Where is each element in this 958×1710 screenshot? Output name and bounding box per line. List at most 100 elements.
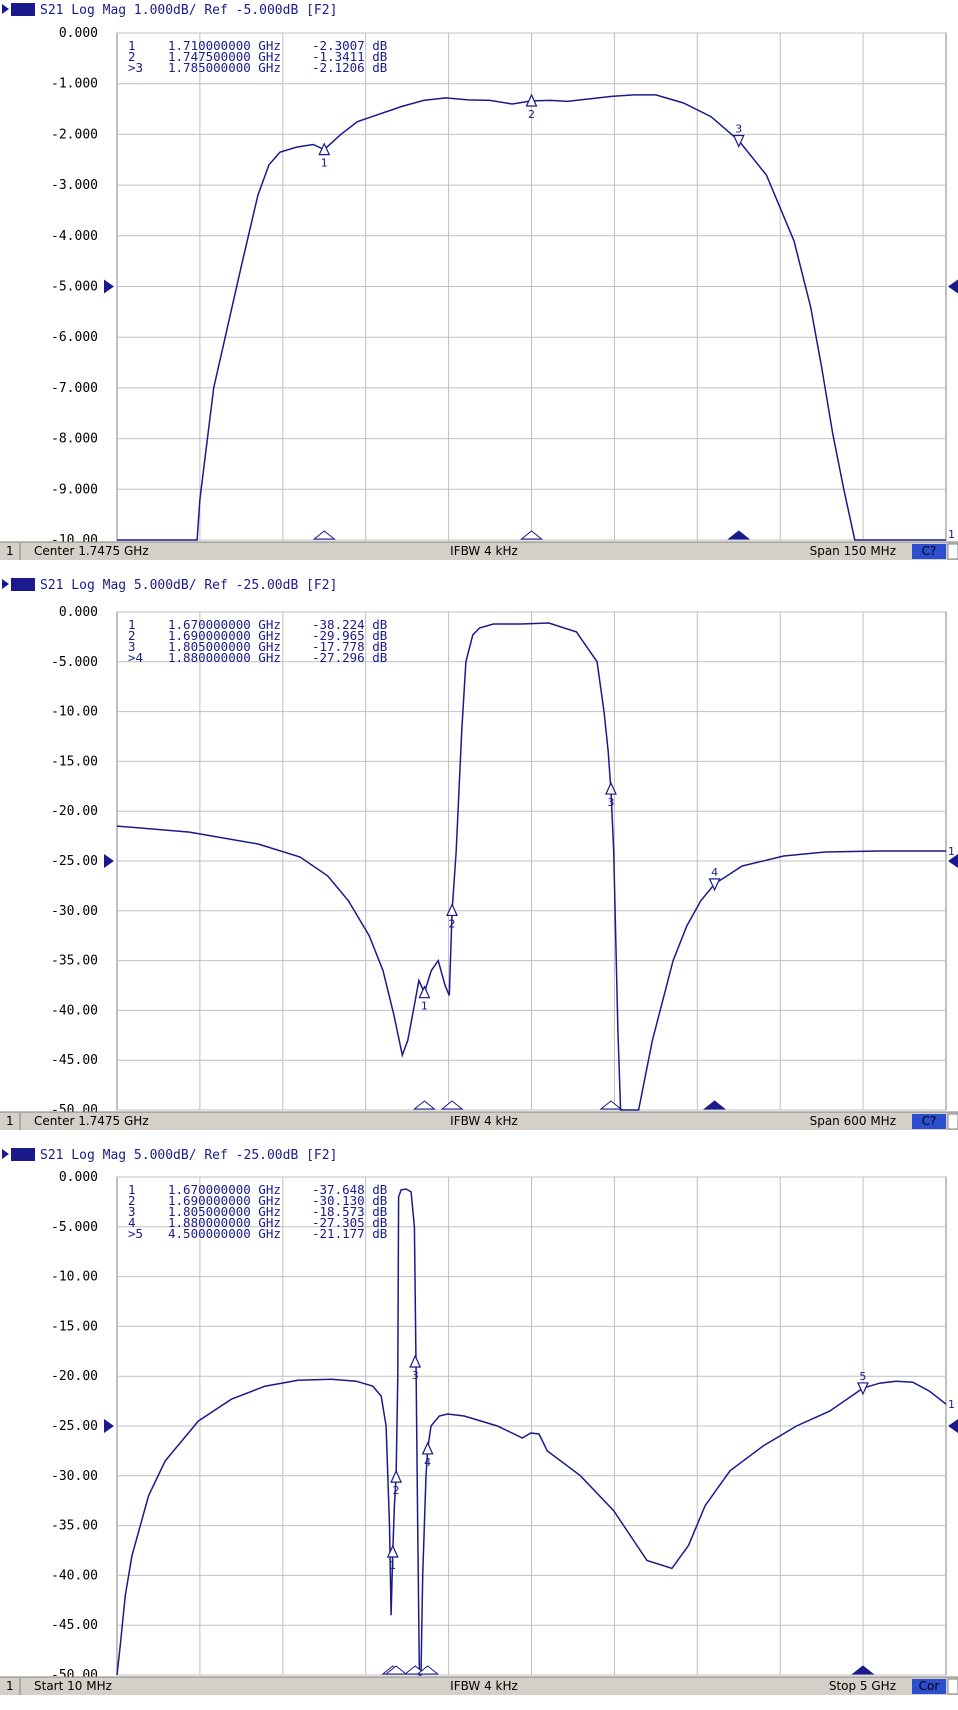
active-trace-arrow-icon bbox=[2, 4, 9, 14]
ref-level-arrow-icon bbox=[104, 1419, 114, 1433]
trace-badge[interactable] bbox=[11, 1148, 35, 1161]
marker-3-icon[interactable] bbox=[605, 781, 617, 795]
marker-readout-num: >3 bbox=[128, 60, 143, 75]
marker-3-icon[interactable] bbox=[409, 1354, 422, 1368]
correction-badge[interactable] bbox=[912, 1679, 946, 1694]
marker-1-icon[interactable] bbox=[318, 142, 331, 156]
marker-1-icon[interactable] bbox=[386, 1544, 399, 1558]
stimulus-marker-2-icon[interactable] bbox=[440, 1100, 464, 1110]
y-tick-label: 0.000 bbox=[59, 26, 98, 41]
marker-2-icon[interactable] bbox=[446, 903, 458, 917]
stimulus-marker-2-icon[interactable] bbox=[520, 530, 543, 540]
stimulus-marker-3-icon[interactable] bbox=[599, 1100, 623, 1110]
stimulus-marker-3-icon[interactable] bbox=[727, 530, 751, 540]
chart-svg-1: Tr1 S21 Log Mag 1.000dB/ Ref -5.000dB [F2… bbox=[0, 3, 958, 560]
y-tick-label: -40.00 bbox=[51, 1568, 98, 1583]
marker-readout-freq: 1.690000000 GHz bbox=[168, 628, 281, 643]
chart-svg-3: Tr1 S21 Log Mag 5.000dB/ Ref -25.00dB [F2… bbox=[0, 1148, 958, 1695]
stimulus-marker-5-icon[interactable] bbox=[851, 1665, 875, 1675]
y-tick-label: -35.00 bbox=[51, 1519, 98, 1534]
channel-number: 1 bbox=[6, 1679, 14, 1693]
marker-4-label: 4 bbox=[424, 1456, 431, 1469]
marker-3-label: 3 bbox=[607, 796, 614, 809]
marker-readout-value: -21.177 dB bbox=[312, 1226, 387, 1241]
trace-badge-label: Tr1 bbox=[11, 1148, 34, 1163]
chart-panel-1: Tr1 S21 Log Mag 1.000dB/ Ref -5.000dB [F2… bbox=[0, 0, 958, 575]
y-tick-label: -10.00 bbox=[51, 705, 98, 720]
marker-readout-num: 3 bbox=[128, 639, 136, 654]
y-tick-label: -15.00 bbox=[51, 1319, 98, 1334]
y-tick-label: -7.000 bbox=[51, 381, 98, 396]
status-overflow-indicator bbox=[947, 1113, 958, 1130]
y-tick-label: -2.000 bbox=[51, 127, 98, 142]
chart-svg-2: Tr1 S21 Log Mag 5.000dB/ Ref -25.00dB [F2… bbox=[0, 578, 958, 1130]
stimulus-marker-4-icon[interactable] bbox=[703, 1100, 726, 1110]
marker-readout-value: -27.305 dB bbox=[312, 1215, 387, 1230]
ref-level-arrow-icon bbox=[104, 279, 114, 294]
marker-2-label: 2 bbox=[449, 917, 456, 930]
marker-3-label: 3 bbox=[412, 1369, 419, 1382]
marker-1-icon[interactable] bbox=[418, 985, 431, 999]
stimulus-marker-2-icon[interactable] bbox=[384, 1665, 408, 1675]
marker-2-icon[interactable] bbox=[390, 1469, 403, 1483]
trace-line bbox=[116, 622, 946, 1111]
chart-panel-3: Tr1 S21 Log Mag 5.000dB/ Ref -25.00dB [F2… bbox=[0, 1145, 958, 1710]
marker-readout-freq: 1.670000000 GHz bbox=[168, 617, 281, 632]
y-tick-label: -5.000 bbox=[51, 655, 98, 670]
marker-readout-freq: 1.690000000 GHz bbox=[168, 1193, 281, 1208]
marker-2-label: 2 bbox=[528, 108, 535, 121]
status-stimulus-right: Span 600 MHz bbox=[810, 1114, 896, 1128]
y-tick-label: -20.00 bbox=[51, 1369, 98, 1384]
status-stimulus-left: Center 1.7475 GHz bbox=[34, 544, 149, 558]
trace-badge[interactable] bbox=[11, 578, 35, 591]
marker-5-label: 5 bbox=[859, 1370, 866, 1383]
marker-readout-value: -37.648 dB bbox=[312, 1182, 387, 1197]
status-overflow-indicator bbox=[947, 1678, 958, 1695]
trace-badge[interactable] bbox=[11, 3, 35, 16]
y-tick-label: -1.000 bbox=[51, 77, 98, 92]
correction-badge-label: C? bbox=[922, 1114, 937, 1128]
channel-number: 1 bbox=[6, 1114, 14, 1128]
status-bar bbox=[0, 1677, 958, 1695]
trace-end-label: 1 bbox=[948, 1398, 955, 1411]
marker-readout-value: -2.1206 dB bbox=[312, 60, 387, 75]
y-tick-label: -20.00 bbox=[51, 804, 98, 819]
marker-readout-freq: 1.805000000 GHz bbox=[168, 1204, 281, 1219]
marker-2-icon[interactable] bbox=[525, 93, 538, 107]
status-stimulus-right: Span 150 MHz bbox=[810, 544, 896, 558]
marker-5-icon[interactable] bbox=[857, 1382, 869, 1396]
stimulus-marker-1-icon[interactable] bbox=[312, 530, 336, 540]
status-bar bbox=[0, 1112, 958, 1130]
y-tick-label: -5.000 bbox=[51, 280, 98, 295]
y-tick-label: -9.000 bbox=[51, 482, 98, 497]
y-tick-label: -4.000 bbox=[51, 229, 98, 244]
marker-readout-freq: 1.880000000 GHz bbox=[168, 650, 281, 665]
marker-readout-value: -1.3411 dB bbox=[312, 49, 387, 64]
y-tick-label: -3.000 bbox=[51, 178, 98, 193]
marker-readout-value: -29.965 dB bbox=[312, 628, 387, 643]
stimulus-marker-4-icon[interactable] bbox=[416, 1665, 440, 1675]
active-trace-arrow-icon bbox=[2, 579, 9, 589]
marker-3-icon[interactable] bbox=[732, 134, 745, 148]
ref-level-arrow-right-icon bbox=[948, 279, 958, 294]
status-overflow-indicator bbox=[947, 543, 958, 560]
status-ifbw: IFBW 4 kHz bbox=[450, 1114, 518, 1128]
marker-4-icon[interactable] bbox=[708, 878, 721, 892]
marker-4-label: 4 bbox=[711, 866, 718, 879]
correction-badge-label: Cor bbox=[919, 1679, 940, 1693]
marker-readout-num: >4 bbox=[128, 650, 143, 665]
marker-readout-value: -38.224 dB bbox=[312, 617, 387, 632]
correction-badge[interactable] bbox=[912, 544, 946, 559]
status-bar bbox=[0, 542, 958, 560]
y-tick-label: 0.000 bbox=[59, 605, 98, 620]
marker-readout-num: >5 bbox=[128, 1226, 143, 1241]
chart-panel-2: Tr1 S21 Log Mag 5.000dB/ Ref -25.00dB [F2… bbox=[0, 575, 958, 1145]
y-tick-label: -10.00 bbox=[51, 1270, 98, 1285]
marker-readout-freq: 1.670000000 GHz bbox=[168, 1182, 281, 1197]
trace-end-label: 1 bbox=[948, 528, 955, 541]
marker-4-icon[interactable] bbox=[421, 1441, 434, 1455]
correction-badge[interactable] bbox=[912, 1114, 946, 1129]
active-trace-arrow-icon bbox=[2, 1149, 9, 1159]
stimulus-marker-1-icon[interactable] bbox=[412, 1100, 436, 1110]
ref-level-arrow-icon bbox=[104, 854, 114, 868]
